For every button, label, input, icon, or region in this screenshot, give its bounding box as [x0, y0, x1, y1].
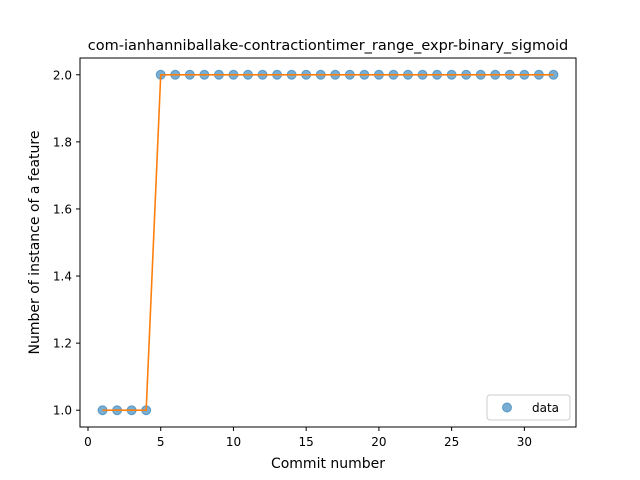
x-tick-label: 5: [157, 435, 165, 449]
x-tick-label: 0: [84, 435, 92, 449]
chart-title: com-ianhanniballake-contractiontimer_ran…: [88, 38, 568, 54]
x-tick-label: 15: [299, 435, 314, 449]
x-tick-label: 20: [371, 435, 386, 449]
x-axis-label: Commit number: [271, 456, 385, 472]
y-axis-label: Number of instance of a feature: [27, 131, 43, 355]
y-tick-label: 1.0: [53, 404, 72, 418]
legend-marker-data: [502, 402, 512, 413]
x-tick-label: 30: [517, 435, 532, 449]
y-tick-label: 1.6: [53, 202, 72, 216]
axes-frame: [79, 57, 577, 428]
y-tick-label: 1.2: [53, 337, 72, 351]
x-tick-label: 10: [226, 435, 241, 449]
legend: data: [486, 394, 571, 421]
y-tick-label: 1.8: [53, 135, 72, 149]
axis-ticks: 0 5 10 15 20 25 30 1.0 1.2 1.4 1.6 1.8 2.0: [53, 68, 532, 449]
plot-area: [97, 69, 559, 416]
y-tick-label: 2.0: [53, 68, 72, 82]
legend-box: [486, 394, 571, 421]
y-tick-label: 1.4: [53, 270, 72, 284]
series-line: [102, 73, 554, 412]
x-tick-label: 25: [444, 435, 459, 449]
legend-label-data: data: [532, 401, 559, 415]
